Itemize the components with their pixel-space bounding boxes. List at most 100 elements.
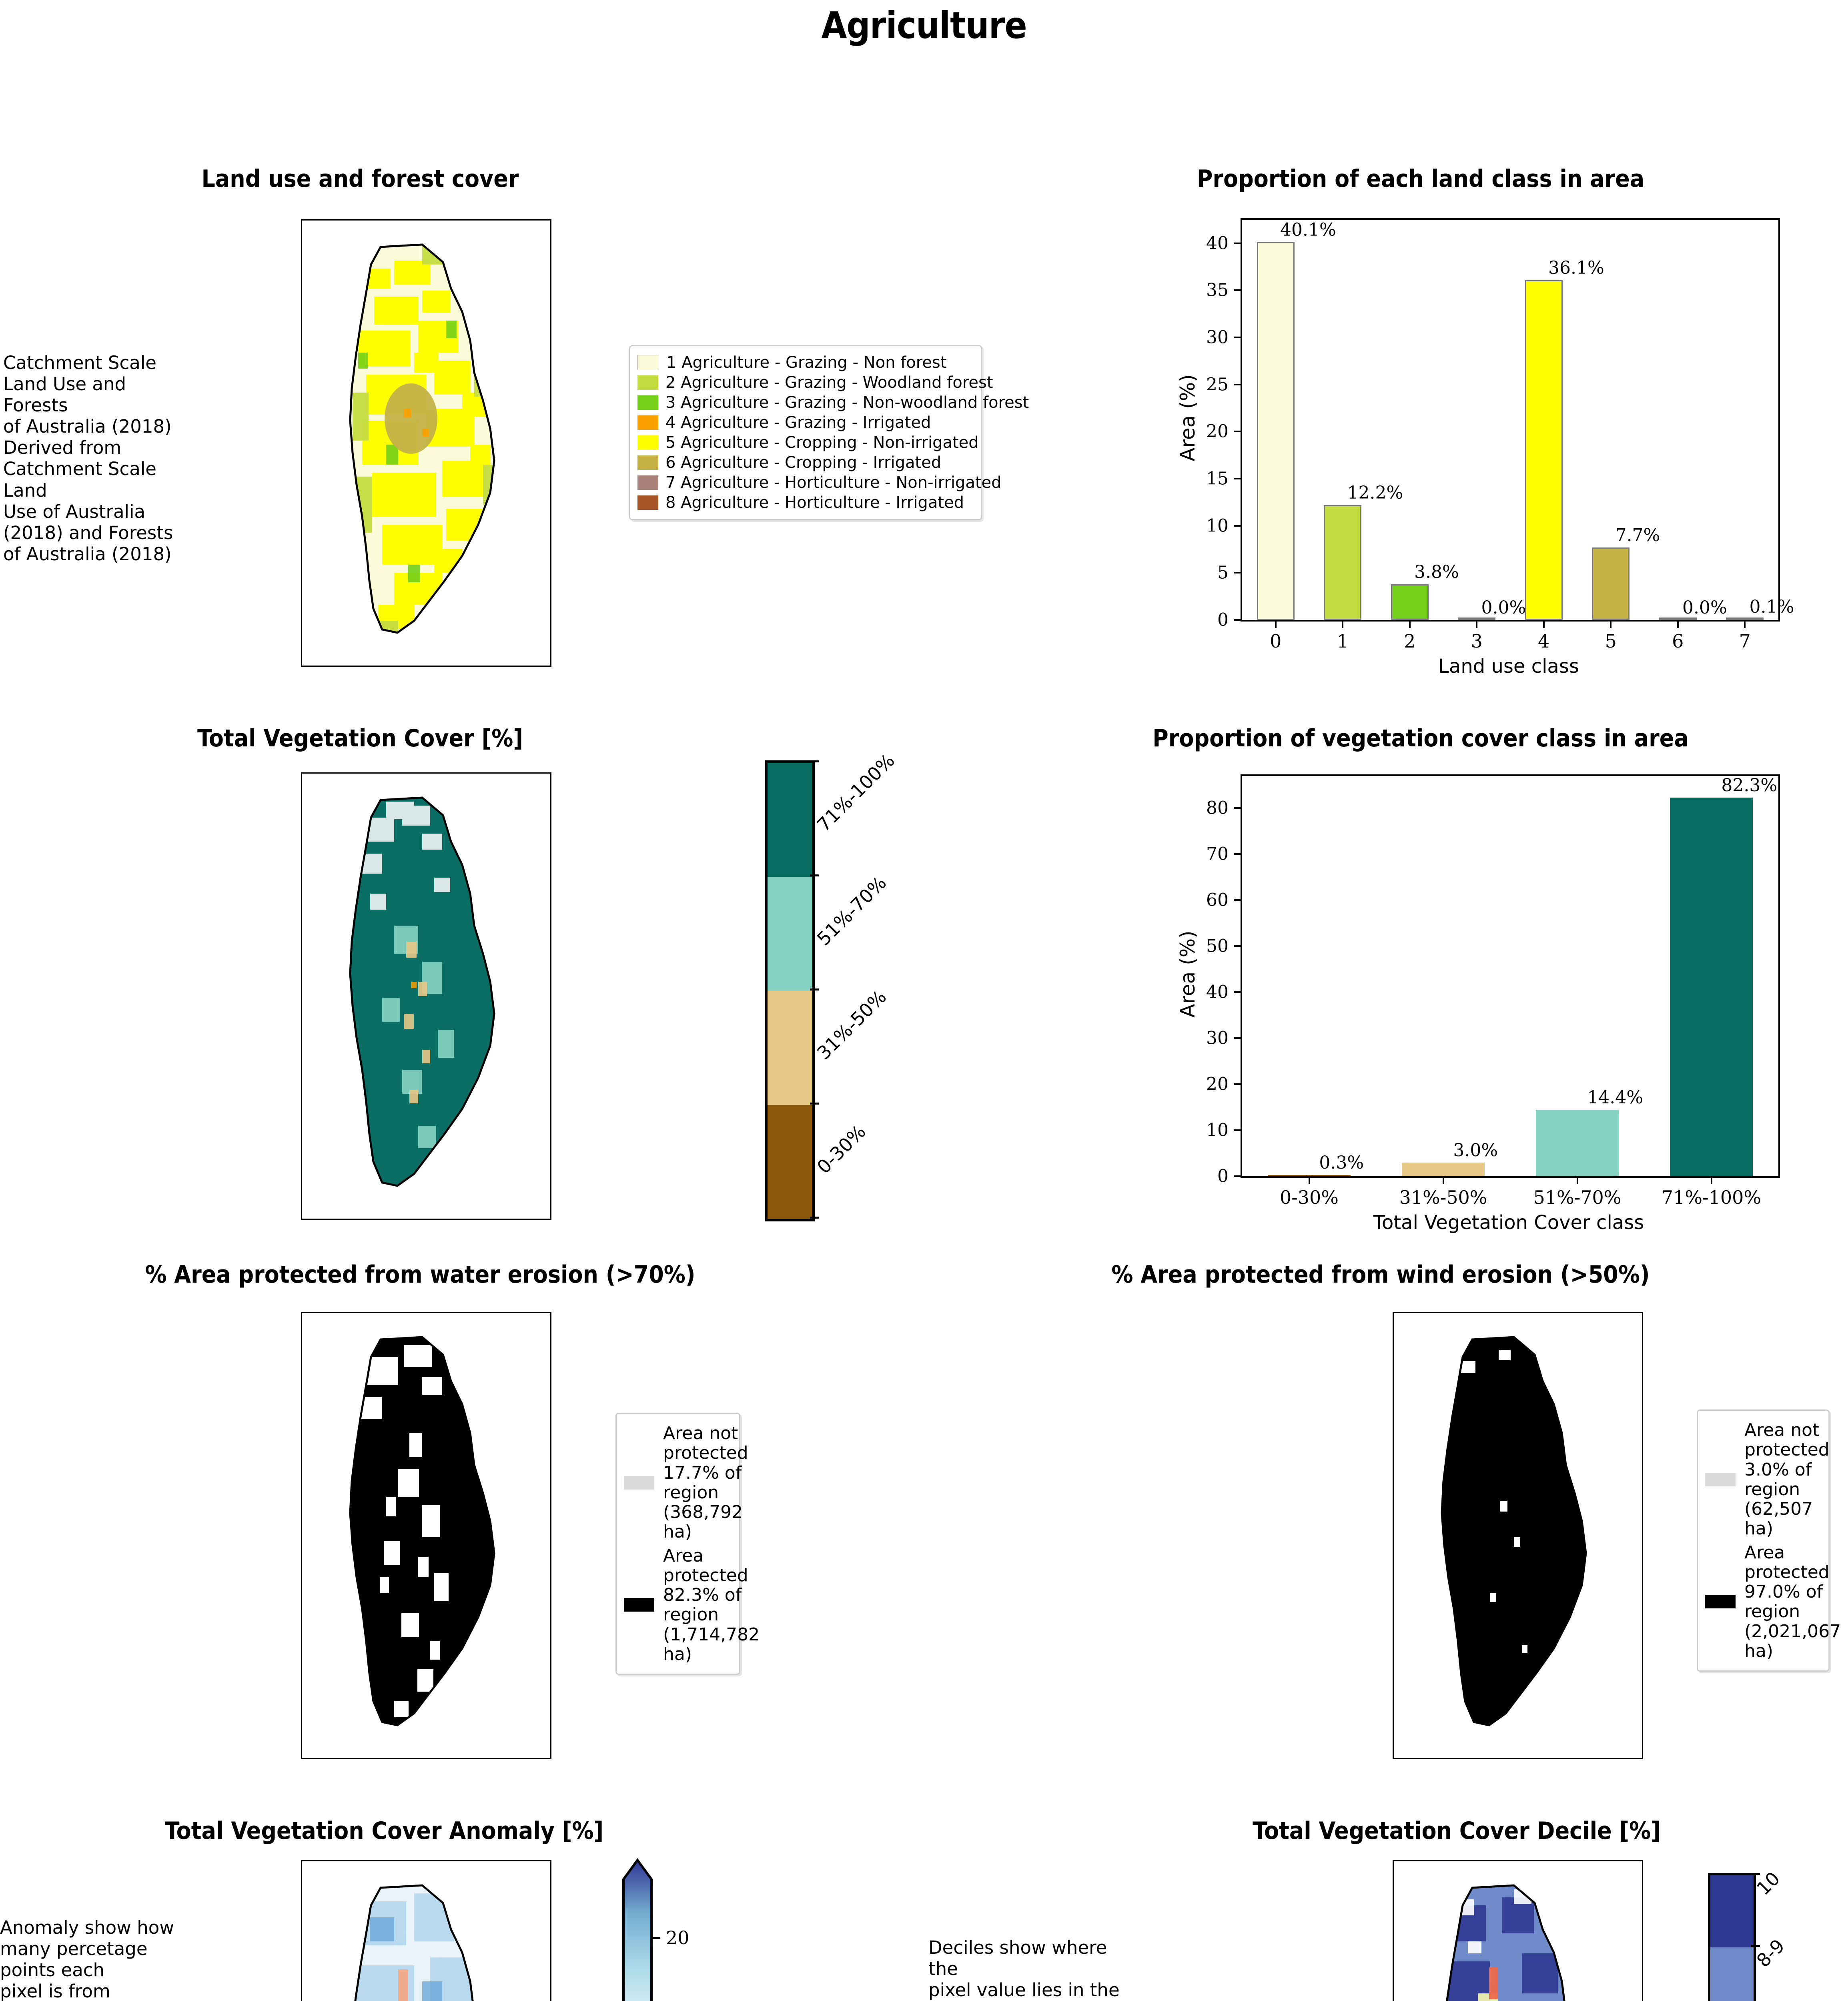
legend-label: 3 Agriculture - Grazing - Non-woodland f… bbox=[665, 393, 1029, 412]
bar-value-label-6: 0.0% bbox=[1682, 597, 1727, 618]
legend-item: Area not protected 17.7% of region (368,… bbox=[624, 1424, 748, 1542]
y-tick-label-0: 0 bbox=[1217, 610, 1229, 630]
decile-label-10: 10 bbox=[1752, 1867, 1784, 1900]
anomaly-map-title: Total Vegetation Cover Anomaly [%] bbox=[164, 1817, 604, 1845]
bar-7[interactable] bbox=[1726, 618, 1764, 620]
wind-erosion-map-canvas bbox=[1441, 1336, 1587, 1726]
y-tick-label-70: 70 bbox=[1206, 844, 1229, 864]
bar-value-label-0-30%: 0.3% bbox=[1319, 1152, 1364, 1173]
y-tick-label-5: 5 bbox=[1217, 562, 1229, 583]
y-tick bbox=[1234, 1083, 1242, 1085]
water-erosion-map[interactable] bbox=[301, 1312, 551, 1759]
bar-2[interactable] bbox=[1391, 584, 1429, 620]
x-tick bbox=[1308, 1176, 1310, 1184]
decile-colorbar bbox=[1708, 1873, 1756, 2001]
bar-value-label-5: 7.7% bbox=[1615, 525, 1660, 545]
legend-item: 5 Agriculture - Cropping - Non-irrigated bbox=[637, 433, 979, 452]
x-tick bbox=[1576, 1176, 1578, 1184]
colorbar-segment bbox=[768, 1105, 812, 1219]
legend-label: 8 Agriculture - Horticulture - Irrigated bbox=[665, 493, 964, 512]
x-tick-label-2: 2 bbox=[1404, 630, 1416, 652]
bar-0-30%[interactable] bbox=[1267, 1175, 1351, 1176]
bar-71%-100%[interactable] bbox=[1670, 798, 1753, 1176]
colorbar-tick bbox=[1751, 1945, 1760, 1947]
water-erosion-map-title: % Area protected from water erosion (>70… bbox=[145, 1261, 696, 1289]
y-tick bbox=[1234, 289, 1242, 291]
legend-label: 4 Agriculture - Grazing - Irrigated bbox=[665, 413, 931, 432]
bar-0[interactable] bbox=[1257, 242, 1295, 620]
legend-swatch bbox=[637, 355, 659, 370]
bar-5[interactable] bbox=[1592, 547, 1630, 620]
y-tick-label-0: 0 bbox=[1217, 1166, 1229, 1187]
x-tick bbox=[1543, 620, 1545, 628]
decile-label-8-9: 8-9 bbox=[1752, 1935, 1789, 1972]
legend-label: 1 Agriculture - Grazing - Non forest bbox=[666, 353, 947, 372]
y-tick bbox=[1234, 242, 1242, 244]
y-tick bbox=[1234, 525, 1242, 527]
y-tick-label-15: 15 bbox=[1206, 468, 1229, 489]
colorbar-segment bbox=[768, 991, 812, 1105]
y-tick bbox=[1234, 478, 1242, 480]
colorbar-segment bbox=[1710, 1875, 1754, 1948]
x-tick-label-0: 0 bbox=[1270, 630, 1282, 652]
legend-swatch-protected bbox=[624, 1598, 654, 1612]
anomaly-map[interactable] bbox=[301, 1860, 551, 2001]
land-use-source-note: Catchment Scale Land Use and Forests of … bbox=[3, 352, 173, 565]
land-use-map-title: Land use and forest cover bbox=[201, 165, 519, 193]
wind-erosion-map-title: % Area protected from wind erosion (>50%… bbox=[1111, 1261, 1650, 1289]
y-tick-label-20: 20 bbox=[1206, 421, 1229, 442]
bar-4[interactable] bbox=[1525, 280, 1563, 620]
x-tick-label-3: 3 bbox=[1471, 630, 1483, 652]
y-tick-label-40: 40 bbox=[1206, 233, 1229, 254]
land-use-map-canvas bbox=[349, 243, 495, 634]
colorbar-tick bbox=[810, 988, 819, 990]
legend-item: 8 Agriculture - Horticulture - Irrigated bbox=[637, 493, 974, 512]
x-tick bbox=[1710, 1176, 1712, 1184]
chart2-x-axis-label: Total Vegetation Cover class bbox=[1373, 1211, 1644, 1234]
bar-3[interactable] bbox=[1458, 618, 1496, 620]
x-tick bbox=[1610, 620, 1612, 628]
colorbar-tick bbox=[1751, 1873, 1760, 1875]
bar-value-label-4: 36.1% bbox=[1548, 257, 1604, 278]
legend-swatch bbox=[637, 435, 658, 450]
legend-item: Area protected 82.3% of region (1,714,78… bbox=[624, 1546, 760, 1664]
legend-swatch bbox=[637, 375, 658, 390]
y-tick bbox=[1234, 431, 1242, 433]
y-tick bbox=[1234, 337, 1242, 339]
bar-value-label-7: 0.1% bbox=[1749, 596, 1794, 617]
legend-swatch bbox=[637, 495, 658, 510]
land-class-chart[interactable]: 40.1% 0 12.2% 1 3.8% 2 0.0% 3 36.1% 4 7.7% 5 0.0% 6 0.… bbox=[1176, 218, 1794, 678]
legend-swatch-not-protected bbox=[1705, 1472, 1736, 1486]
y-tick-label-25: 25 bbox=[1206, 374, 1229, 395]
x-tick bbox=[1275, 620, 1277, 628]
legend-label: 5 Agriculture - Cropping - Non-irrigated bbox=[665, 433, 979, 452]
legend-item: 6 Agriculture - Cropping - Irrigated bbox=[637, 453, 974, 472]
bar-6[interactable] bbox=[1659, 618, 1697, 620]
anomaly-colorbar-svg bbox=[622, 1858, 653, 2001]
legend-swatch bbox=[637, 415, 658, 430]
decile-map[interactable] bbox=[1393, 1860, 1643, 2001]
chart1-y-axis-label: Area (%) bbox=[1176, 374, 1199, 461]
bar-31%-50%[interactable] bbox=[1401, 1162, 1485, 1176]
legend-item: 7 Agriculture - Horticulture - Non-irrig… bbox=[637, 473, 1002, 492]
y-tick-label-40: 40 bbox=[1206, 982, 1229, 1003]
y-tick bbox=[1234, 945, 1242, 947]
decile-help-note: Deciles show where the pixel value lies … bbox=[928, 1937, 1136, 2001]
y-tick bbox=[1234, 1175, 1242, 1177]
anomaly-colorbar bbox=[615, 1855, 671, 2001]
y-tick bbox=[1234, 991, 1242, 993]
wind-erosion-map[interactable] bbox=[1393, 1312, 1643, 1759]
veg-cover-map[interactable] bbox=[301, 772, 551, 1220]
y-tick bbox=[1234, 1037, 1242, 1039]
bar-1[interactable] bbox=[1324, 505, 1362, 620]
colorbar-segment bbox=[768, 763, 812, 877]
legend-swatch bbox=[637, 475, 658, 490]
decile-map-canvas bbox=[1442, 1884, 1586, 2001]
colorbar-tick bbox=[810, 1103, 819, 1105]
bar-51%-70%[interactable] bbox=[1535, 1110, 1619, 1176]
decile-map-title: Total Vegetation Cover Decile [%] bbox=[1253, 1817, 1661, 1845]
y-tick bbox=[1234, 1129, 1242, 1131]
land-use-map[interactable] bbox=[301, 219, 551, 667]
x-tick-label-4: 4 bbox=[1538, 630, 1550, 652]
veg-class-chart[interactable]: 0.3% 0-30% 3.0% 31%-50% 14.4% 51%-70% 82.3% 71%… bbox=[1176, 774, 1785, 1234]
